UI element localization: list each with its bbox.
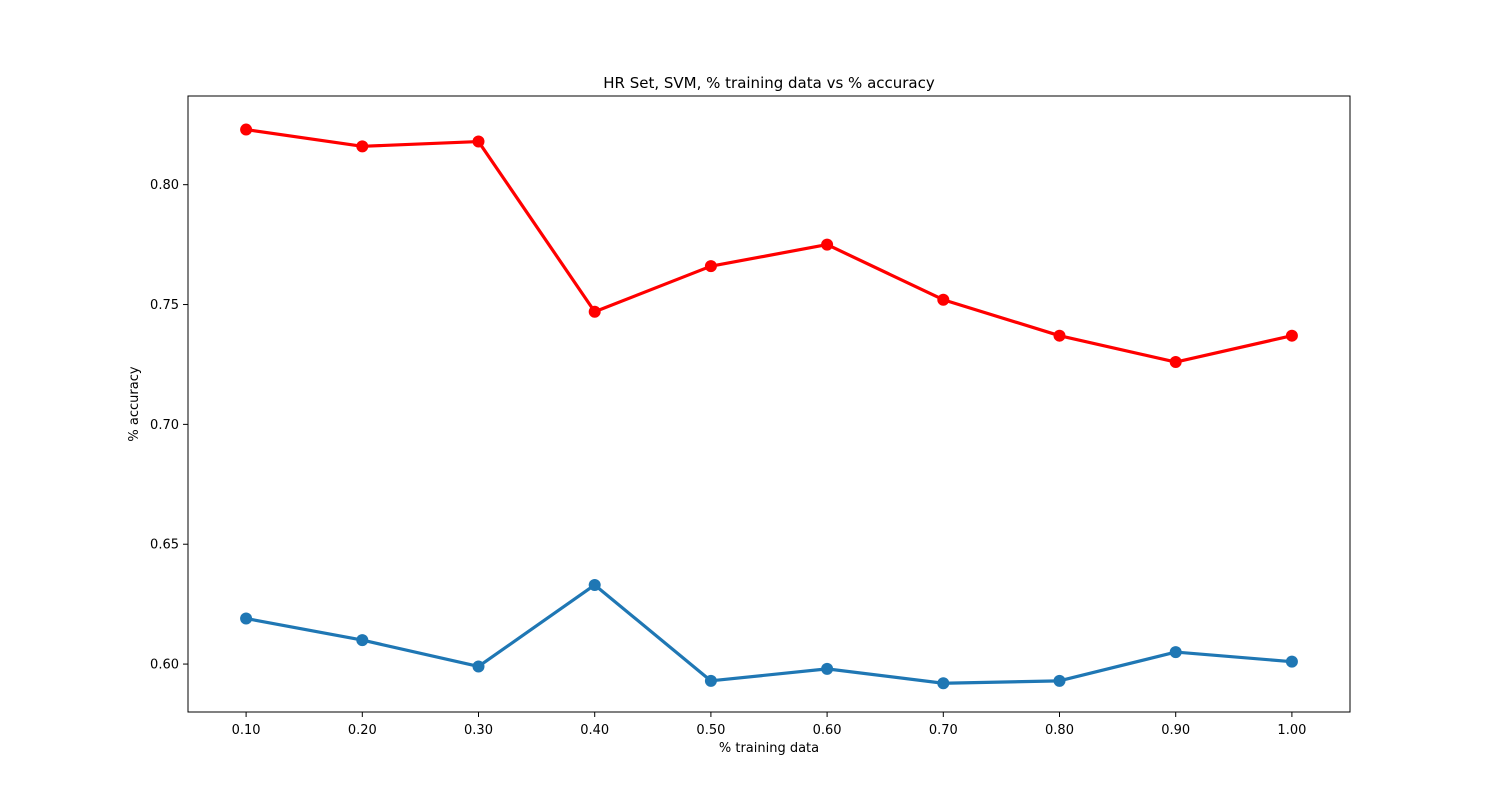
plot-area (187, 95, 1351, 713)
x-tick-label: 0.70 (929, 723, 958, 738)
data-point (472, 660, 485, 673)
x-axis: 0.10 0.20 0.30 0.40 0.50 0.60 0.70 0.80 0.90 1.00 (232, 712, 1306, 738)
data-point (704, 674, 717, 687)
series-0 (240, 123, 1298, 369)
y-tick-label: 0.65 (150, 538, 179, 553)
data-point (704, 260, 717, 273)
data-point (240, 612, 253, 625)
series-line (245, 127, 1293, 364)
x-tick-label: 1.00 (1277, 723, 1306, 738)
series-layer (240, 123, 1298, 690)
data-point (1053, 329, 1066, 342)
data-point (1169, 356, 1182, 369)
data-point (937, 293, 950, 306)
data-point (472, 135, 485, 148)
data-point (1169, 646, 1182, 659)
data-point (821, 662, 834, 675)
data-point (937, 677, 950, 690)
x-tick-label: 0.90 (1161, 723, 1190, 738)
y-tick-label: 0.75 (150, 298, 179, 313)
x-tick-label: 0.60 (813, 723, 842, 738)
chart-title: HR Set, SVM, % training data vs % accura… (603, 74, 935, 92)
y-axis-label: % accuracy (127, 366, 142, 441)
data-point (1285, 655, 1298, 668)
data-point (588, 578, 601, 591)
y-tick-label: 0.80 (150, 178, 179, 193)
x-tick-label: 0.80 (1045, 723, 1074, 738)
data-point (1053, 674, 1066, 687)
series-1 (240, 578, 1298, 690)
data-point (356, 634, 369, 647)
x-tick-label: 0.50 (696, 723, 725, 738)
data-point (821, 238, 834, 251)
y-tick-label: 0.70 (150, 418, 179, 433)
data-point (588, 305, 601, 318)
data-point (1285, 329, 1298, 342)
y-tick-label: 0.60 (150, 658, 179, 673)
data-point (240, 123, 253, 136)
x-tick-label: 0.40 (580, 723, 609, 738)
series-line (245, 583, 1293, 685)
data-point (356, 140, 369, 153)
x-axis-label: % training data (719, 741, 819, 756)
x-tick-label: 0.30 (464, 723, 493, 738)
y-axis: 0.60 0.65 0.70 0.75 0.80 (150, 178, 188, 673)
x-tick-label: 0.10 (232, 723, 261, 738)
x-tick-label: 0.20 (348, 723, 377, 738)
